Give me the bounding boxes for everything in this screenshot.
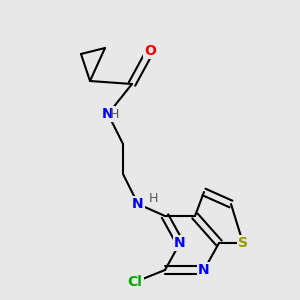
- Text: N: N: [174, 236, 186, 250]
- Text: H: H: [109, 107, 119, 121]
- Text: H: H: [148, 191, 158, 205]
- Text: O: O: [144, 44, 156, 58]
- Text: N: N: [198, 263, 210, 277]
- Text: N: N: [132, 197, 144, 211]
- Text: S: S: [238, 236, 248, 250]
- Text: Cl: Cl: [128, 275, 142, 289]
- Text: N: N: [102, 107, 114, 121]
